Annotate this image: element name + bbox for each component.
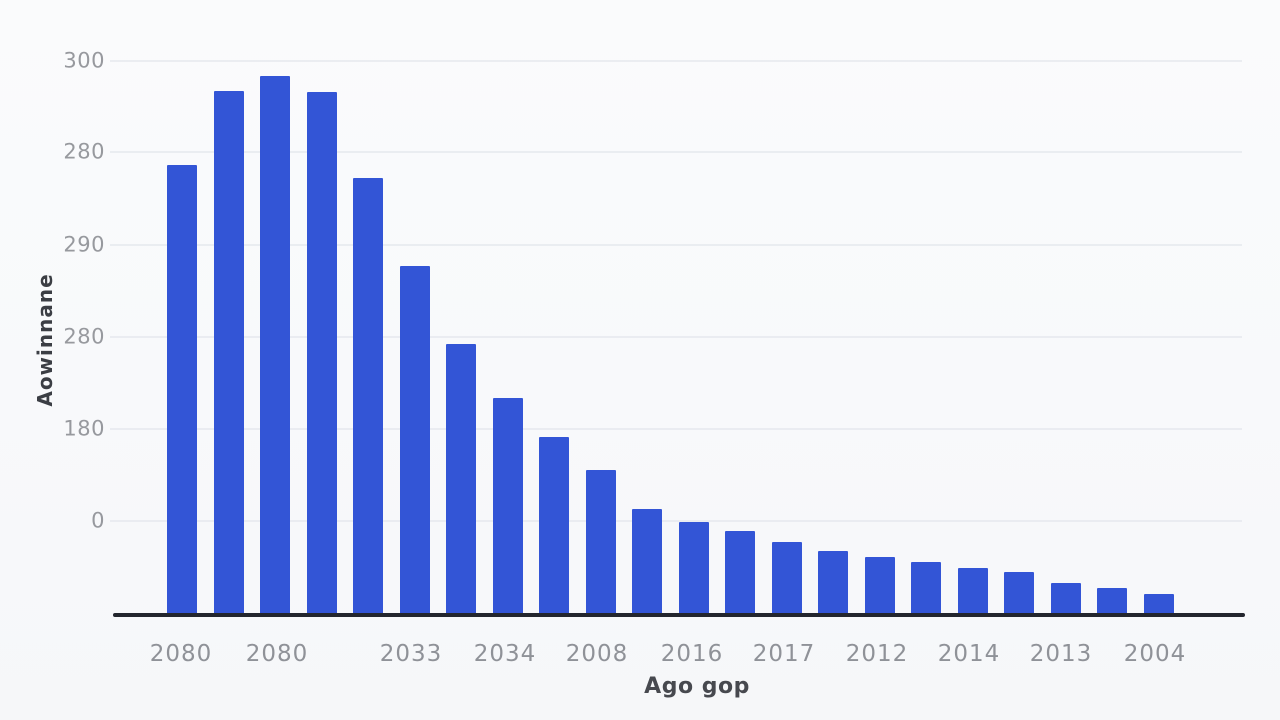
gridline [110, 151, 1242, 153]
y-tick-label: 290 [63, 232, 105, 257]
bar [958, 568, 988, 616]
gridline [110, 244, 1242, 246]
bar [446, 344, 476, 616]
x-tick-label: 2017 [752, 641, 816, 667]
bar [214, 91, 244, 616]
y-tick-label: 280 [63, 324, 105, 349]
y-axis-title: Aowinnane [33, 273, 57, 407]
bar [167, 165, 197, 616]
bar [865, 557, 895, 616]
bar [353, 178, 383, 616]
x-tick-label: 2080 [149, 641, 213, 667]
x-tick-label: 2014 [937, 641, 1001, 667]
x-tick-label: 2004 [1123, 641, 1187, 667]
bar [772, 542, 802, 616]
y-tick-label: 300 [63, 48, 105, 73]
x-tick-label: 2033 [379, 641, 443, 667]
bar [539, 437, 569, 616]
bar [307, 92, 337, 616]
bar [586, 470, 616, 616]
bar [1144, 594, 1174, 616]
x-axis-title: Ago gop [644, 674, 750, 699]
gridline [110, 60, 1242, 62]
bar [725, 531, 755, 616]
gridline [110, 428, 1242, 430]
bar [632, 509, 662, 616]
bar [818, 551, 848, 616]
y-tick-label: 280 [63, 139, 105, 164]
bar [1004, 572, 1034, 616]
x-tick-label: 2008 [565, 641, 629, 667]
x-tick-label: 2080 [245, 641, 309, 667]
bar [400, 266, 430, 616]
bar [493, 398, 523, 616]
bar [260, 76, 290, 616]
bar [911, 562, 941, 616]
x-tick-label: 2016 [660, 641, 724, 667]
x-axis-line [113, 613, 1245, 617]
x-tick-label: 2034 [473, 641, 537, 667]
gridline [110, 336, 1242, 338]
y-tick-label: 0 [91, 508, 105, 533]
bar [1051, 583, 1081, 616]
bar [679, 522, 709, 616]
gridline [110, 520, 1242, 522]
y-tick-label: 180 [63, 416, 105, 441]
x-tick-label: 2013 [1029, 641, 1093, 667]
x-tick-label: 2012 [845, 641, 909, 667]
bar [1097, 588, 1127, 616]
